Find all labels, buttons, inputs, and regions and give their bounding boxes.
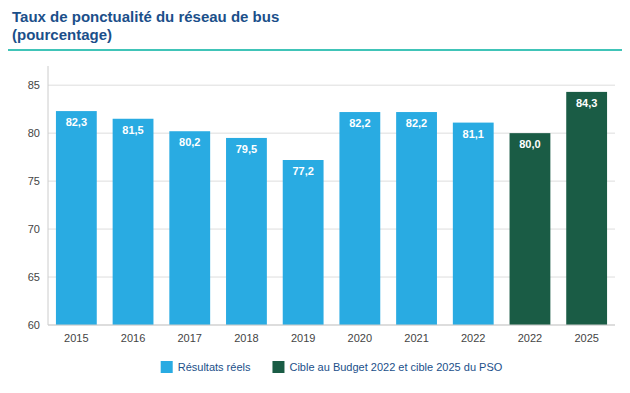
data-label: 79,5 xyxy=(236,143,257,155)
y-tick-label: 85 xyxy=(28,79,40,91)
y-tick-label: 65 xyxy=(28,271,40,283)
bar xyxy=(510,133,551,325)
y-tick-label: 60 xyxy=(28,319,40,331)
bar xyxy=(396,112,437,325)
data-label: 84,3 xyxy=(576,97,597,109)
legend-label: Cible au Budget 2022 et cible 2025 du PS… xyxy=(289,361,502,373)
bar xyxy=(283,160,324,325)
legend: Résultats réels Cible au Budget 2022 et c… xyxy=(161,361,503,373)
bars xyxy=(56,92,607,325)
title-line: Taux de ponctualité du réseau de bus xyxy=(12,8,279,25)
data-label: 82,2 xyxy=(349,117,370,129)
bar xyxy=(56,111,97,325)
data-label: 82,3 xyxy=(66,116,87,128)
x-axis-line xyxy=(48,325,615,326)
data-label: 80,2 xyxy=(179,136,200,148)
y-tick-label: 80 xyxy=(28,127,40,139)
title-rule xyxy=(8,49,622,51)
x-tick-label: 2019 xyxy=(291,332,315,344)
bar xyxy=(226,138,267,325)
x-tick-label: 2021 xyxy=(404,332,428,344)
chart: Taux de ponctualité du réseau de bus(pou… xyxy=(0,0,630,393)
x-tick-label: 2025 xyxy=(574,332,598,344)
legend-swatch xyxy=(161,361,173,373)
x-tick-label: 2017 xyxy=(178,332,202,344)
grid-line xyxy=(48,85,615,86)
x-tick-label: 2018 xyxy=(234,332,258,344)
title: Taux de ponctualité du réseau de bus(pou… xyxy=(12,8,279,43)
data-label: 80,0 xyxy=(519,138,540,150)
y-axis-line xyxy=(48,66,49,325)
legend-item: Résultats réels xyxy=(161,361,251,373)
x-tick-label: 2022 xyxy=(518,332,542,344)
y-tick-label: 75 xyxy=(28,175,40,187)
legend-item: Cible au Budget 2022 et cible 2025 du PS… xyxy=(272,361,502,373)
y-tick-label: 70 xyxy=(28,223,40,235)
bar xyxy=(339,112,380,325)
bar xyxy=(169,131,210,325)
x-tick-label: 2020 xyxy=(348,332,372,344)
bar xyxy=(453,123,494,325)
data-label: 81,5 xyxy=(122,124,143,136)
data-label: 82,2 xyxy=(406,117,427,129)
data-label: 81,1 xyxy=(463,128,484,140)
legend-label: Résultats réels xyxy=(178,361,251,373)
x-tick-label: 2015 xyxy=(64,332,88,344)
data-label: 77,2 xyxy=(292,165,313,177)
legend-swatch xyxy=(272,361,284,373)
bar xyxy=(113,119,154,325)
x-tick-label: 2022 xyxy=(461,332,485,344)
data-labels: 82,3 81,5 80,2 79,5 77,2 82,2 82,2 81,1 80,0 84,3 xyxy=(66,97,598,177)
grid-line xyxy=(48,325,615,326)
bar xyxy=(566,92,607,325)
x-tick-label: 2016 xyxy=(121,332,145,344)
title-line: (pourcentage) xyxy=(12,26,112,43)
